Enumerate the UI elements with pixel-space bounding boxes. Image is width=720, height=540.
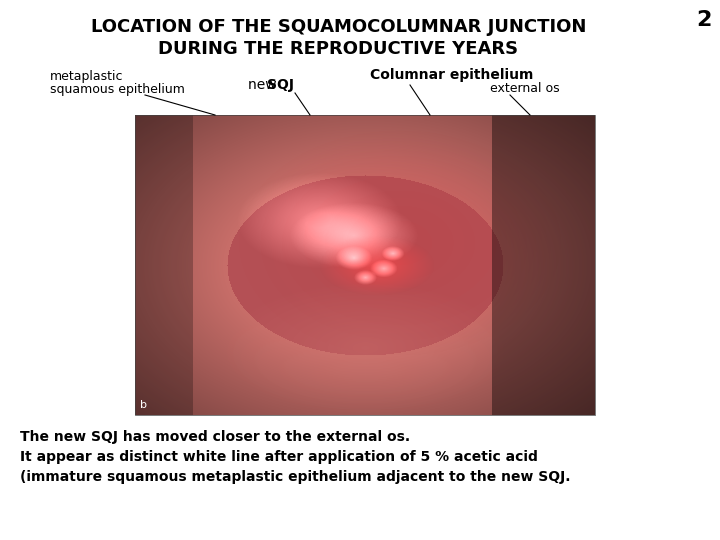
Text: b: b — [140, 400, 147, 410]
Text: metaplastic: metaplastic — [50, 70, 124, 83]
Text: DURING THE REPRODUCTIVE YEARS: DURING THE REPRODUCTIVE YEARS — [158, 40, 518, 58]
Text: external os: external os — [490, 82, 559, 95]
Text: squamous epithelium: squamous epithelium — [50, 83, 185, 96]
Text: SQJ: SQJ — [267, 78, 294, 92]
Bar — [135, 115, 595, 415]
Text: LOCATION OF THE SQUAMOCOLUMNAR JUNCTION: LOCATION OF THE SQUAMOCOLUMNAR JUNCTION — [91, 18, 586, 36]
Text: 2: 2 — [697, 10, 712, 30]
Text: It appear as distinct white line after application of 5 % acetic acid: It appear as distinct white line after a… — [20, 450, 538, 464]
Text: (immature squamous metaplastic epithelium adjacent to the new SQJ.: (immature squamous metaplastic epitheliu… — [20, 470, 570, 484]
Text: new: new — [248, 78, 281, 92]
Text: Columnar epithelium: Columnar epithelium — [370, 68, 534, 82]
Text: The new SQJ has moved closer to the external os.: The new SQJ has moved closer to the exte… — [20, 430, 410, 444]
